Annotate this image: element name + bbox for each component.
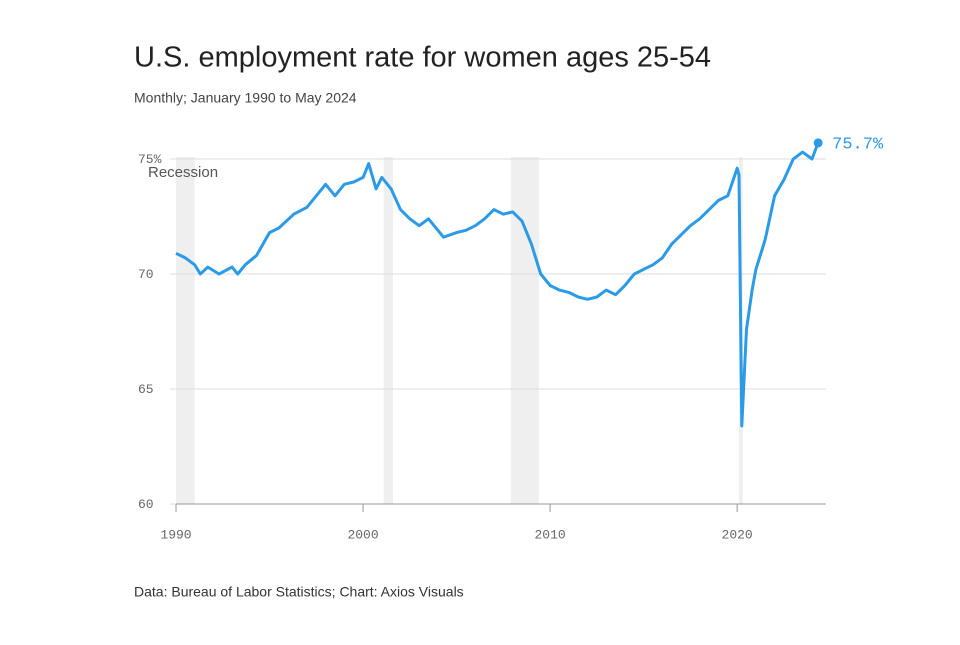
x-tick-label: 1990 (160, 527, 191, 542)
x-tick-label: 2000 (347, 527, 378, 542)
chart-subtitle: Monthly; January 1990 to May 2024 (134, 90, 357, 106)
y-tick-label: 60 (138, 497, 154, 512)
line (175, 142, 820, 428)
recession-label: Recession (148, 164, 218, 181)
value-label: 75.7% (832, 135, 884, 154)
chart-title: U.S. employment rate for women ages 25-5… (134, 42, 711, 74)
recession-band (510, 157, 539, 504)
x-tick-label: 2010 (534, 527, 565, 542)
y-tick-label: 65 (138, 382, 154, 397)
y-tick-label: 75% (138, 152, 162, 167)
x-tick-label: 2020 (722, 527, 753, 542)
source: Data: Bureau of Labor Statistics; Chart:… (134, 584, 464, 600)
recession-band (383, 157, 393, 504)
y-tick-label: 70 (138, 267, 154, 282)
recession-band (176, 157, 195, 504)
end-point (813, 138, 823, 148)
